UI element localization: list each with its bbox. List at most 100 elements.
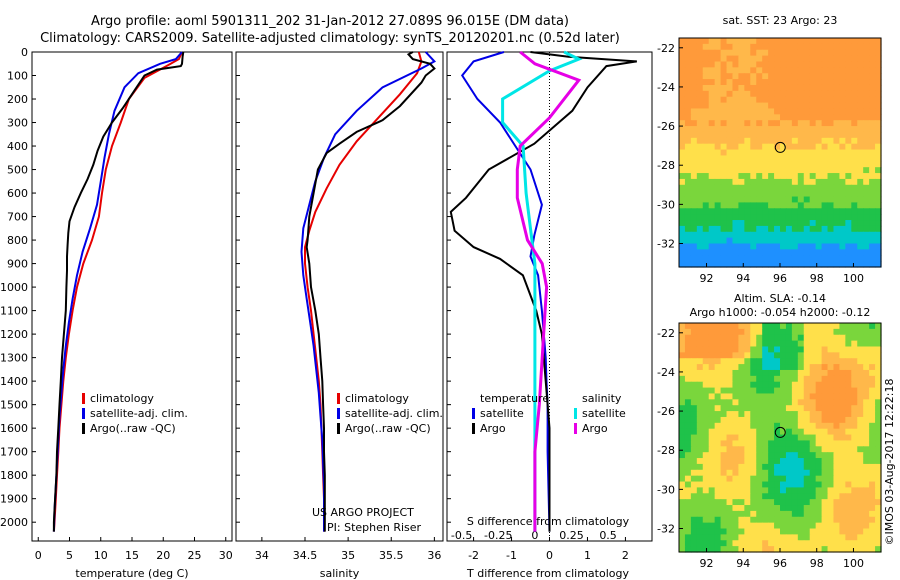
- map-cell: [857, 126, 864, 133]
- map-cell: [785, 540, 793, 547]
- map-cell: [833, 243, 841, 250]
- map-cell: [720, 487, 728, 494]
- map-cell: [708, 481, 716, 489]
- map-cell: [857, 505, 864, 512]
- map-cell: [780, 84, 787, 92]
- map-cell: [815, 546, 823, 553]
- map-cell: [845, 208, 852, 215]
- map-cell: [833, 202, 841, 209]
- map-cell: [875, 84, 882, 92]
- map-cell: [708, 243, 716, 250]
- map-cell: [738, 120, 745, 127]
- map-cell: [714, 323, 722, 330]
- map-cell: [851, 202, 858, 209]
- map-cell: [845, 214, 852, 221]
- y-tick-label: -30: [657, 198, 675, 211]
- x-tick-label: -1: [506, 549, 517, 562]
- map-cell: [780, 534, 787, 541]
- map-cell: [714, 375, 722, 383]
- map-cell: [803, 522, 811, 530]
- map-cell: [857, 546, 864, 553]
- map-cell: [821, 510, 829, 518]
- map-cell: [774, 167, 781, 174]
- map-cell: [833, 178, 841, 186]
- map-cell: [696, 43, 704, 51]
- map-cell: [851, 255, 858, 262]
- map-cell: [708, 67, 716, 74]
- map-cell: [684, 149, 692, 157]
- map-cell: [780, 446, 787, 453]
- map-cell: [791, 225, 799, 233]
- map-cell: [679, 155, 686, 162]
- map-cell: [815, 323, 823, 330]
- map-cell: [845, 55, 852, 63]
- map-cell: [791, 108, 799, 115]
- map-cell: [815, 493, 823, 500]
- map-cell: [803, 452, 811, 459]
- y-tick-label: 300: [7, 117, 28, 130]
- x-tick-label: 98: [810, 557, 824, 570]
- map-cell: [875, 67, 882, 74]
- map-cell: [797, 155, 805, 162]
- map-cell: [845, 340, 852, 348]
- map-cell: [827, 546, 835, 553]
- map-cell: [791, 546, 799, 553]
- map-cell: [732, 167, 740, 174]
- map-cell: [785, 173, 793, 180]
- map-cell: [815, 149, 823, 157]
- map-cell: [679, 137, 686, 145]
- map-cell: [797, 411, 805, 418]
- map-cell: [696, 487, 704, 494]
- map-cell: [780, 261, 787, 268]
- map-cell: [780, 255, 787, 262]
- map-cell: [797, 334, 805, 342]
- map-cell: [875, 540, 882, 547]
- map-cell: [857, 352, 864, 359]
- map-cell: [827, 79, 835, 86]
- map-cell: [827, 428, 835, 436]
- map-cell: [803, 225, 811, 233]
- map-cell: [851, 416, 858, 424]
- map-cell: [821, 214, 829, 221]
- map-cell: [809, 323, 817, 330]
- map-cell: [684, 178, 692, 186]
- map-cell: [738, 546, 745, 553]
- map-cell: [726, 334, 734, 342]
- map-cell: [768, 428, 775, 436]
- map-cell: [857, 428, 864, 436]
- map-cell: [768, 346, 775, 353]
- map-cell: [857, 55, 864, 63]
- map-cell: [875, 387, 882, 395]
- map-cell: [756, 375, 763, 383]
- map-cell: [839, 161, 846, 168]
- map-cell: [702, 173, 710, 180]
- map-cell: [780, 184, 787, 192]
- map-cell: [827, 55, 835, 63]
- map-cell: [738, 340, 745, 348]
- map-cell: [857, 120, 864, 127]
- map-cell: [875, 90, 882, 98]
- map-cell: [780, 522, 787, 530]
- map-cell: [744, 196, 751, 204]
- map-cell: [702, 108, 710, 115]
- map-cell: [791, 416, 799, 424]
- map-cell: [720, 387, 728, 395]
- map-cell: [851, 137, 858, 145]
- map-cell: [679, 463, 686, 471]
- map-cell: [774, 416, 781, 424]
- map-cell: [851, 434, 858, 442]
- map-cell: [815, 61, 823, 68]
- map-cell: [833, 249, 841, 256]
- map-cell: [774, 546, 781, 553]
- map-cell: [762, 108, 769, 115]
- map-cell: [845, 90, 852, 98]
- map-cell: [714, 469, 722, 477]
- map-cell: [732, 428, 740, 436]
- map-cell: [708, 178, 716, 186]
- map-cell: [738, 352, 745, 359]
- map-cell: [762, 196, 769, 204]
- map-cell: [839, 510, 846, 518]
- map-cell: [833, 546, 841, 553]
- map-cell: [762, 137, 769, 145]
- map-cell: [714, 73, 722, 80]
